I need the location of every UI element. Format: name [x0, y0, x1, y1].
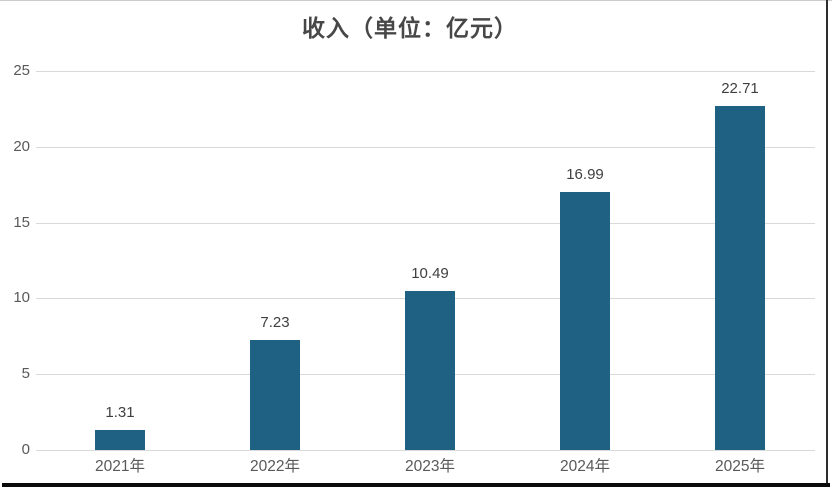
bar-value-label-2022年: 7.23 — [260, 314, 290, 331]
gridline-y-0 — [36, 450, 815, 451]
bar-2024年[interactable] — [560, 192, 610, 450]
frame-right-border — [826, 0, 828, 487]
x-axis-tick-2023年: 2023年 — [405, 458, 455, 475]
frame-bottom-border — [2, 483, 830, 487]
y-axis-tick-15: 15 — [13, 214, 30, 231]
y-axis-tick-10: 10 — [13, 289, 30, 306]
y-axis-tick-25: 25 — [13, 62, 30, 79]
x-axis-tick-2022年: 2022年 — [250, 458, 300, 475]
bar-value-label-2023年: 10.49 — [411, 265, 449, 282]
x-axis-tick-2025年: 2025年 — [715, 458, 765, 475]
gridline-y-15 — [36, 223, 815, 224]
bar-2025年[interactable] — [715, 106, 765, 450]
x-axis-tick-2024年: 2024年 — [560, 458, 610, 475]
chart-title: 收入（单位：亿元） — [302, 15, 518, 41]
bar-2023年[interactable] — [405, 291, 455, 450]
y-axis-tick-0: 0 — [21, 441, 30, 458]
bar-2022年[interactable] — [250, 340, 300, 450]
bar-value-label-2025年: 22.71 — [721, 80, 759, 97]
bar-value-label-2021年: 1.31 — [105, 404, 135, 421]
gridline-y-20 — [36, 147, 815, 148]
y-axis-tick-5: 5 — [21, 365, 30, 382]
bar-2021年[interactable] — [95, 430, 145, 450]
gridline-y-25 — [36, 71, 815, 72]
frame-top-border — [0, 0, 832, 1]
bar-value-label-2024年: 16.99 — [566, 166, 604, 183]
x-axis-tick-2021年: 2021年 — [95, 458, 145, 475]
y-axis-tick-20: 20 — [13, 138, 30, 155]
